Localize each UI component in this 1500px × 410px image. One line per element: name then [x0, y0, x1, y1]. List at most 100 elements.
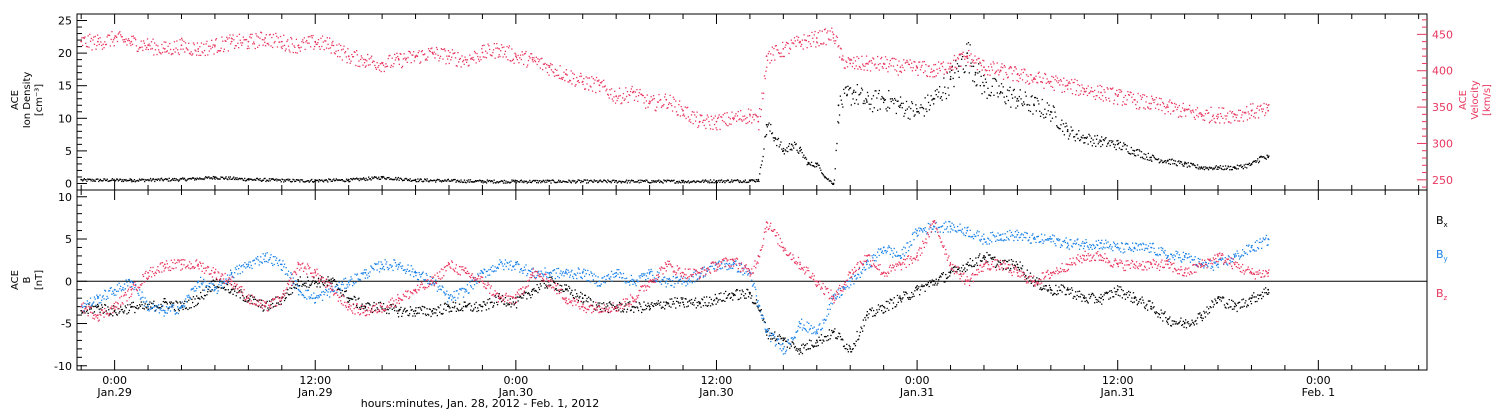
velocity-series-point — [808, 35, 811, 37]
bx-series-point — [160, 303, 162, 306]
bx-series-point — [1184, 321, 1186, 324]
bx-series-point — [1163, 312, 1165, 314]
ion-density-series-point — [922, 106, 924, 109]
bx-series-point — [982, 257, 984, 259]
bx-series-point — [776, 338, 778, 340]
velocity-series-point — [126, 44, 128, 46]
ion-density-series-point — [817, 164, 819, 166]
velocity-series-point — [893, 57, 895, 60]
ion-density-series-point — [1041, 98, 1043, 101]
ion-density-series-point — [570, 182, 572, 184]
bx-series-point — [805, 349, 807, 351]
velocity-series-point — [108, 34, 110, 36]
ion-density-series-point — [631, 180, 634, 182]
velocity-series-point — [643, 102, 645, 104]
velocity-series-point — [280, 46, 282, 48]
velocity-series-point — [473, 50, 476, 53]
bx-series-point — [395, 306, 397, 308]
bx-series-point — [245, 296, 248, 298]
bx-series-point — [359, 308, 362, 310]
ion-density-series-point — [600, 180, 602, 182]
velocity-series-point — [1268, 104, 1270, 106]
ion-density-series-point — [804, 156, 807, 159]
bx-series-point — [150, 302, 153, 304]
ion-density-series-point — [1107, 143, 1109, 145]
ion-density-series-point — [643, 180, 645, 182]
velocity-series-point — [533, 57, 535, 59]
bx-series-point — [445, 309, 447, 311]
velocity-series-point — [1128, 94, 1130, 96]
bx-series-point — [1095, 298, 1097, 301]
ion-density-series-point — [316, 179, 318, 181]
bx-series-point — [528, 293, 530, 295]
velocity-series-point — [1153, 101, 1155, 104]
velocity-series-point — [953, 54, 956, 57]
by-series-point — [147, 303, 149, 305]
velocity-series-point — [291, 38, 293, 40]
velocity-series-point — [477, 55, 479, 58]
velocity-series-point — [600, 82, 602, 84]
ion-density-series-point — [691, 181, 693, 183]
velocity-series-point — [1169, 99, 1171, 101]
ion-density-series-point — [1188, 165, 1190, 167]
ion-density-series-point — [743, 180, 745, 182]
ion-density-series-point — [976, 84, 978, 86]
ion-density-series-point — [1039, 110, 1041, 112]
bx-series-point — [172, 302, 174, 304]
velocity-series-point — [86, 46, 88, 48]
bx-series-point — [793, 347, 796, 349]
velocity-series-point — [350, 60, 352, 62]
bx-series-point — [668, 305, 670, 307]
bx-series-point — [842, 339, 844, 341]
velocity-series-point — [1074, 78, 1076, 81]
bx-series-point — [1031, 280, 1033, 282]
bx-series-point — [687, 301, 689, 303]
ion-density-series-point — [866, 99, 868, 101]
bx-series-point — [171, 305, 173, 307]
ion-density-series-point — [670, 180, 672, 183]
ion-density-series-value — [247, 178, 250, 180]
ion-density-series-point — [470, 181, 472, 183]
velocity-series-point — [823, 29, 826, 31]
bx-series-point — [744, 293, 747, 295]
bx-series-point — [1042, 287, 1044, 290]
velocity-series-point — [1056, 77, 1059, 79]
ion-density-series-point — [806, 164, 808, 166]
velocity-series-point — [1237, 120, 1239, 122]
velocity-series-point — [171, 52, 173, 55]
ion-density-series-point — [923, 115, 925, 117]
velocity-series-point — [420, 51, 423, 53]
ion-density-series-point — [396, 178, 399, 180]
bx-series-point — [753, 303, 755, 305]
bx-series-point — [477, 309, 480, 312]
velocity-series-point — [937, 72, 939, 74]
velocity-series-point — [129, 42, 131, 44]
by-series-point — [154, 310, 156, 312]
velocity-series-point — [1018, 74, 1020, 77]
bx-series-point — [1224, 306, 1226, 308]
velocity-series-value — [97, 40, 99, 43]
bx-series-point — [427, 313, 429, 315]
velocity-series-point — [418, 50, 420, 52]
velocity-series-point — [804, 39, 807, 41]
bx-series-point — [542, 280, 544, 283]
ion-density-series-point — [845, 86, 847, 88]
velocity-series-point — [1048, 80, 1050, 83]
ion-density-series-point — [413, 179, 416, 181]
ion-density-series-point — [340, 179, 342, 181]
ion-density-series-point — [1199, 168, 1201, 170]
velocity-series-point — [443, 48, 445, 51]
velocity-series-point — [749, 115, 751, 117]
bx-series-point — [628, 303, 630, 305]
bx-series-point — [306, 276, 309, 278]
bx-series-point — [634, 306, 636, 309]
bx-series-point — [1122, 290, 1124, 292]
bx-series-point — [667, 303, 670, 305]
velocity-series-point — [486, 52, 488, 54]
velocity-series-point — [890, 65, 892, 67]
bx-series-point — [386, 308, 389, 310]
bx-series-point — [926, 283, 929, 286]
bx-series-point — [831, 329, 833, 332]
ion-density-series-point — [1082, 134, 1084, 137]
velocity-series-point — [812, 37, 814, 39]
